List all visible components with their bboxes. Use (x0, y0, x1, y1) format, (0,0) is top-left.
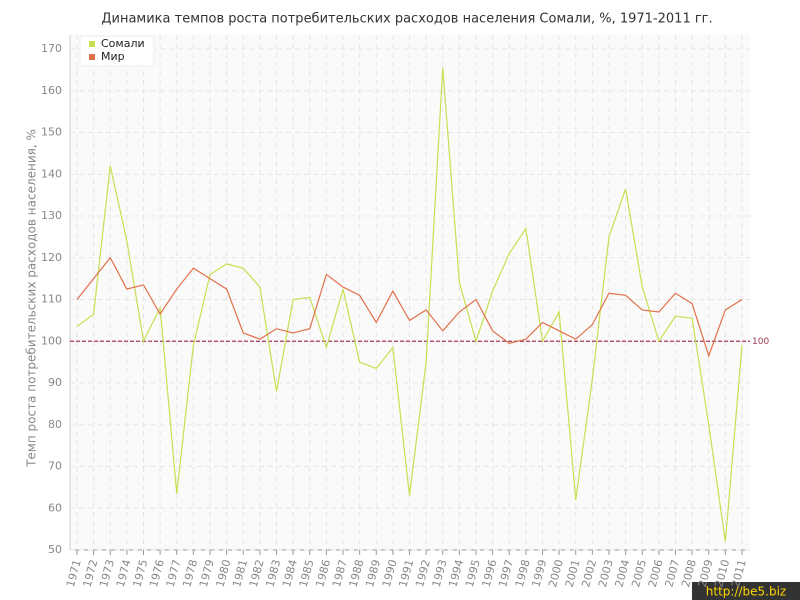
y-tick-label: 50 (48, 543, 62, 556)
y-tick-label: 120 (41, 251, 62, 264)
y-tick-label: 170 (41, 42, 62, 55)
y-tick-label: 80 (48, 418, 62, 431)
y-tick-label: 150 (41, 126, 62, 139)
legend-label: Мир (101, 50, 125, 63)
plot-background (70, 35, 750, 550)
y-tick-label: 110 (41, 293, 62, 306)
chart-title: Динамика темпов роста потребительских ра… (101, 12, 712, 27)
y-tick-label: 160 (41, 84, 62, 97)
y-tick-label: 70 (48, 460, 62, 473)
legend-box (79, 35, 155, 67)
watermark: http://be5.biz (706, 585, 786, 599)
y-tick-label: 100 (41, 334, 62, 347)
legend-swatch (89, 54, 95, 60)
y-tick-label: 140 (41, 167, 62, 180)
watermark-bg (692, 582, 800, 600)
y-tick-label: 60 (48, 501, 62, 514)
series-line (76, 256, 743, 358)
reference-label: 100 (752, 337, 769, 347)
y-tick-label: 130 (41, 209, 62, 222)
legend-label: Сомали (101, 37, 145, 50)
y-tick-label: 90 (48, 376, 62, 389)
series-line (76, 67, 743, 542)
y-axis-label: Темп роста потребительских расходов насе… (25, 129, 39, 468)
legend-swatch (89, 41, 95, 47)
